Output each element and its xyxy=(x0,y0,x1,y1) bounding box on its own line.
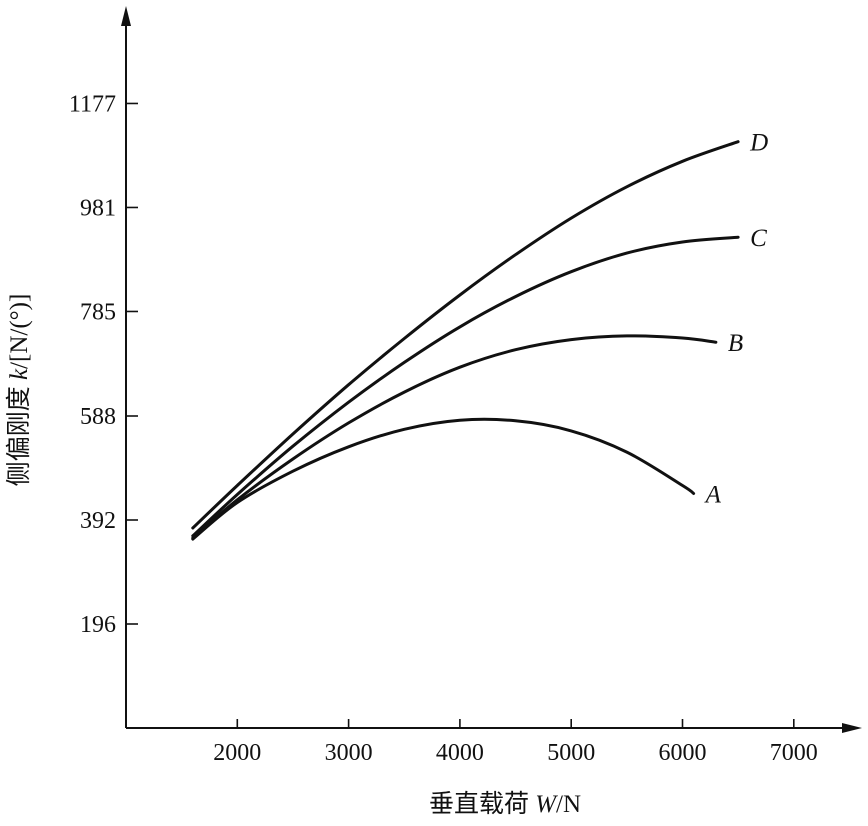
axes xyxy=(121,6,862,733)
series-label-d: D xyxy=(749,130,768,157)
series-label-b: B xyxy=(728,330,743,357)
y-tick-label: 1177 xyxy=(69,91,116,117)
x-tick-label: 3000 xyxy=(325,740,373,766)
series-lines xyxy=(191,140,740,541)
y-tick-label: 392 xyxy=(80,508,116,534)
series-labels: A B C D xyxy=(704,130,769,509)
x-tick-label: 4000 xyxy=(436,740,484,766)
series-line-c xyxy=(191,235,740,538)
y-axis-arrow xyxy=(121,6,131,26)
x-tick-label: 2000 xyxy=(213,740,261,766)
x-tick-label: 6000 xyxy=(659,740,707,766)
series-line-a xyxy=(191,417,696,541)
series-line-b xyxy=(191,334,718,540)
y-axis-title: 侧偏刚度 k/[N/(°)] xyxy=(5,294,33,487)
x-axis-arrow xyxy=(842,723,862,733)
x-tick-label: 7000 xyxy=(770,740,818,766)
series-line-d xyxy=(191,140,740,530)
x-tick-label: 5000 xyxy=(547,740,595,766)
ticks: 2000 3000 4000 5000 6000 7000 196 392 588 785 981 1… xyxy=(69,91,818,766)
y-tick-label: 981 xyxy=(80,195,116,221)
y-tick-label: 588 xyxy=(80,404,116,430)
x-axis-title: 垂直载荷 W/N xyxy=(429,790,581,818)
series-label-c: C xyxy=(750,225,767,252)
y-tick-label: 785 xyxy=(80,299,116,325)
y-tick-label: 196 xyxy=(80,612,116,638)
series-label-a: A xyxy=(704,481,722,508)
